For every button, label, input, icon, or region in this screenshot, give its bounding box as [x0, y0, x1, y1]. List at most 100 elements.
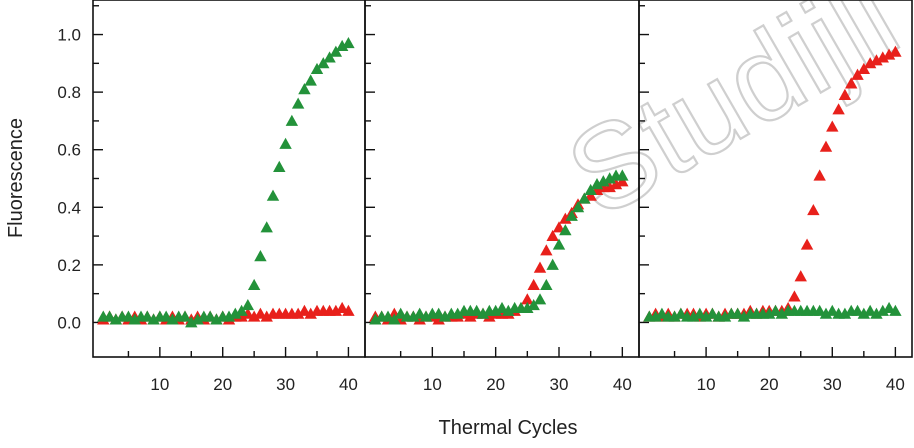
data-point	[273, 160, 286, 172]
data-point	[687, 310, 700, 322]
data-point	[649, 310, 662, 322]
data-point	[845, 77, 858, 89]
data-point	[813, 304, 826, 316]
data-point	[166, 313, 179, 325]
data-point	[317, 57, 330, 69]
data-point	[590, 178, 604, 190]
data-point	[876, 51, 889, 63]
data-point	[552, 221, 566, 233]
data-point	[889, 304, 902, 316]
x-tick-label: 20	[486, 375, 505, 394]
data-point	[285, 114, 299, 126]
data-point	[863, 57, 877, 69]
data-point	[241, 298, 255, 311]
y-tick-label: 0.2	[57, 256, 81, 275]
data-point	[178, 310, 192, 322]
data-point	[329, 45, 343, 57]
data-point	[266, 189, 280, 201]
data-point	[470, 304, 483, 316]
data-point	[122, 310, 135, 322]
data-point	[260, 310, 273, 322]
x-tick-label: 40	[886, 375, 905, 394]
data-point	[185, 316, 198, 328]
data-point	[826, 120, 839, 132]
watermark-text: Studijli	[546, 0, 914, 243]
plot-frame	[92, 0, 366, 358]
data-point	[819, 307, 833, 319]
series-2	[97, 36, 355, 328]
data-point	[432, 313, 445, 325]
data-point	[502, 304, 515, 316]
data-point	[571, 201, 585, 213]
data-point	[788, 290, 801, 302]
data-point	[838, 307, 852, 319]
series-1	[369, 175, 629, 325]
data-point	[369, 313, 382, 325]
data-point	[775, 307, 789, 319]
data-point	[616, 175, 629, 187]
data-point	[310, 62, 324, 75]
data-point	[128, 313, 141, 325]
data-point	[794, 270, 807, 282]
data-point	[527, 278, 540, 290]
data-point	[857, 62, 871, 75]
data-point	[229, 307, 242, 319]
data-point	[241, 307, 255, 319]
data-point	[159, 310, 173, 322]
data-point	[342, 304, 355, 316]
data-point	[616, 169, 629, 181]
data-point	[559, 224, 572, 236]
data-point	[540, 244, 553, 256]
data-point	[609, 178, 623, 190]
data-point	[247, 278, 261, 290]
chart-panel-3: 10 20 30 40	[638, 0, 913, 394]
data-point	[489, 304, 502, 316]
data-point	[565, 209, 578, 221]
x-tick-label: 40	[339, 375, 358, 394]
data-point	[451, 307, 464, 319]
data-point	[413, 307, 426, 319]
data-point	[279, 137, 292, 149]
data-point	[870, 54, 883, 66]
data-point	[584, 189, 597, 201]
data-point	[655, 307, 669, 319]
data-point	[323, 51, 336, 63]
data-point	[335, 301, 349, 314]
data-point	[247, 310, 261, 322]
data-point	[857, 307, 871, 319]
data-point	[210, 313, 223, 325]
x-tick-label: 30	[276, 375, 295, 394]
data-point	[260, 221, 273, 233]
data-point	[826, 304, 839, 316]
data-point	[540, 278, 553, 290]
data-point	[838, 88, 852, 100]
data-point	[819, 140, 833, 152]
data-point	[235, 310, 248, 322]
data-point	[222, 310, 236, 322]
data-point	[882, 48, 896, 60]
data-point	[254, 307, 267, 319]
data-point	[304, 307, 317, 319]
data-point	[342, 36, 355, 49]
data-point	[813, 169, 826, 181]
data-point	[419, 310, 433, 322]
data-point	[432, 307, 445, 319]
data-point	[533, 261, 547, 273]
data-point	[800, 238, 814, 250]
data-point	[483, 310, 496, 322]
data-point	[546, 258, 559, 270]
data-point	[413, 313, 426, 325]
data-point	[521, 301, 534, 314]
data-point	[476, 307, 490, 319]
data-point	[291, 97, 305, 109]
data-point	[203, 310, 217, 322]
data-point	[699, 310, 713, 322]
data-point	[889, 45, 902, 57]
data-point	[407, 310, 420, 322]
data-point	[851, 304, 864, 316]
y-tick-label: 0.8	[57, 83, 81, 102]
y-tick-label: 0.6	[57, 141, 81, 160]
y-axis-title: Fluorescence	[5, 118, 27, 238]
chart-panel-2: 10 20 30 40	[364, 0, 640, 394]
data-point	[291, 307, 305, 319]
